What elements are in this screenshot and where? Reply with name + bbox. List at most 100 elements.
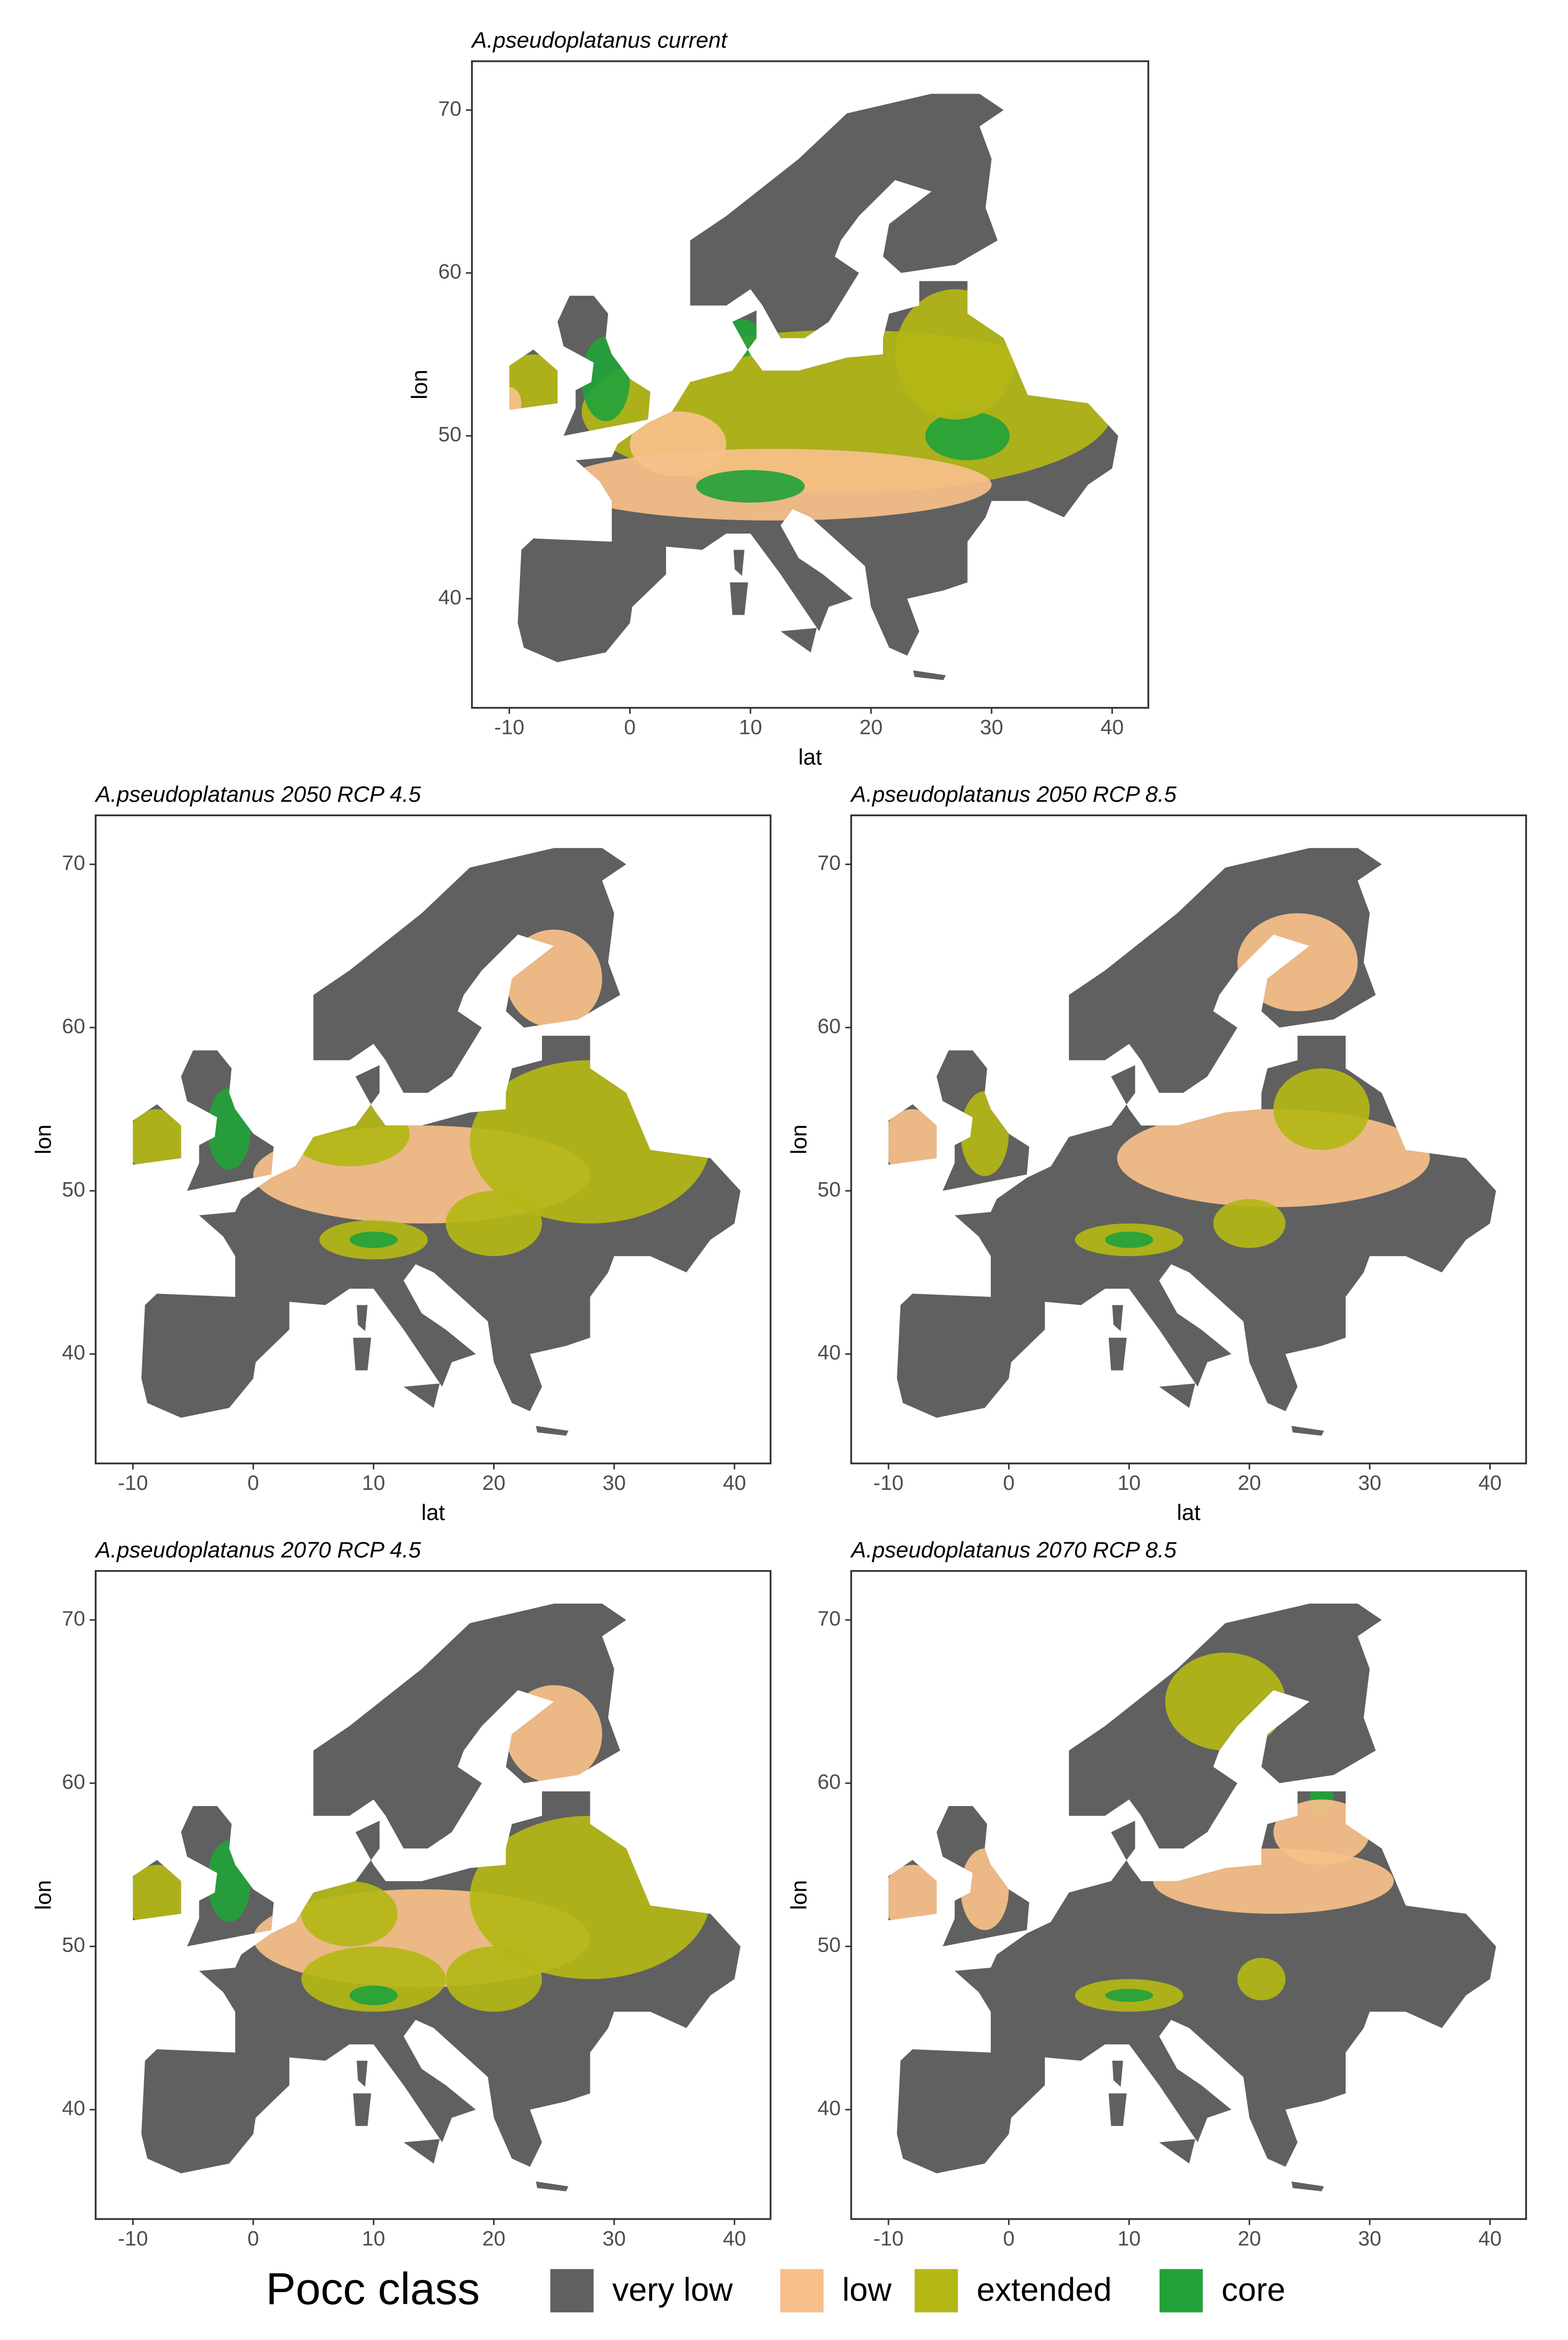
land [780,628,817,653]
land [536,2181,569,2191]
y-tick-label: 70 [62,1607,85,1630]
land [356,1305,368,1331]
x-axis-label: lat [421,1500,445,1525]
y-tick-label: 70 [438,97,462,120]
legend: Pocc class very low low extended core [266,2264,1285,2314]
x-tick-label: 30 [603,1471,626,1494]
legend-swatch [913,2267,960,2314]
x-tick-label: 40 [1478,2226,1502,2250]
class-area [133,1864,187,1930]
y-tick-label: 70 [818,1607,841,1630]
class-area [1273,1799,1370,1865]
x-tick-label: 0 [1003,1471,1015,1494]
y-tick-label: 40 [818,1341,841,1364]
plot-frame [95,814,772,1464]
x-tick-label: 10 [1117,2226,1141,2250]
x-tick-label: 10 [1117,1471,1141,1494]
panel-title: A.pseudoplatanus 2050 RCP 4.5 [94,781,421,807]
class-areas [888,913,1430,1257]
x-tick-label: 10 [362,2226,385,2250]
y-axis-label: lon [30,1880,56,1910]
land [313,1604,626,1849]
land [733,549,745,576]
y-axis-label: lon [407,369,432,399]
plot-frame [95,1570,772,2220]
x-tick-label: 20 [860,716,883,739]
land [1159,1383,1196,1408]
class-area [1213,1199,1286,1248]
y-tick-label: 70 [818,851,841,875]
x-tick-label: 30 [1358,1471,1382,1494]
land [1069,848,1382,1093]
y-tick-label: 60 [438,260,462,283]
class-area [1105,1232,1153,1248]
x-tick-label: 10 [362,1471,385,1494]
y-tick-label: 60 [62,1014,85,1038]
land [403,1383,440,1408]
y-tick-label: 60 [818,1014,841,1038]
panel-title: A.pseudoplatanus 2070 RCP 4.5 [94,1537,421,1563]
land [353,1337,371,1371]
y-tick-label: 40 [62,2096,85,2120]
x-tick-label: 30 [603,2226,626,2250]
x-tick-label: 20 [482,1471,506,1494]
x-tick-label: 40 [723,1471,746,1494]
class-area [888,1864,943,1930]
land [403,2139,440,2164]
x-tick-label: 0 [1003,2226,1015,2250]
land [730,582,748,615]
x-tick-label: 40 [1478,1471,1502,1494]
class-area [696,470,805,503]
land [1112,2060,1123,2087]
class-area [1105,1988,1153,2002]
map-panel: A.pseudoplatanus 2050 RCP 8.5 -10 0 10 20 30 4… [786,781,1527,1525]
class-area [349,1985,398,2005]
class-area [1273,1068,1370,1150]
y-tick-label: 50 [818,1933,841,1957]
legend-label: core [1221,2271,1285,2308]
x-tick-label: 40 [1100,716,1124,739]
y-tick-label: 40 [818,2096,841,2120]
map-panel: A.pseudoplatanus 2070 RCP 8.5 -10 0 10 20 30 4… [786,1537,1527,2250]
land [1108,1337,1127,1371]
x-tick-label: 20 [482,2226,506,2250]
class-area [630,411,726,477]
x-tick-label: -10 [118,2226,148,2250]
x-tick-label: 10 [739,716,762,739]
plot-frame [471,60,1150,709]
x-tick-label: 0 [247,2226,259,2250]
y-axis-label: lon [786,1880,811,1910]
class-area [301,1946,446,2012]
x-tick-label: -10 [494,716,524,739]
y-tick-label: 70 [62,851,85,875]
y-tick-label: 40 [62,1341,85,1364]
y-tick-label: 60 [62,1770,85,1793]
class-area [888,1109,943,1175]
plot-frame [850,1570,1527,2220]
y-tick-label: 50 [62,1933,85,1957]
y-tick-label: 50 [62,1177,85,1201]
x-tick-label: -10 [118,1471,148,1494]
land [1108,2093,1127,2126]
x-tick-label: 20 [1238,1471,1261,1494]
class-area [301,1881,398,1947]
legend-swatch [779,2267,825,2314]
class-areas [133,929,710,1260]
x-tick-label: -10 [873,1471,904,1494]
land [536,1426,569,1436]
legend-label: low [842,2271,891,2308]
x-tick-label: 30 [1358,2226,1382,2250]
map-panel: A.pseudoplatanus 2050 RCP 4.5 -10 0 10 20 30 4… [30,781,772,1525]
x-axis-label: lat [798,744,822,769]
map-panel: A.pseudoplatanus 2070 RCP 4.5 -10 0 10 20 30 4… [30,1537,772,2250]
class-area [1237,1958,1286,2000]
y-axis-label: lon [30,1124,56,1154]
legend-swatch [548,2267,595,2314]
class-area [446,1191,542,1257]
land [1112,1305,1123,1331]
x-axis-label: lat [1177,1500,1201,1525]
y-tick-label: 50 [438,422,462,446]
land [353,2093,371,2126]
y-tick-label: 40 [438,585,462,609]
class-area [925,411,1010,461]
